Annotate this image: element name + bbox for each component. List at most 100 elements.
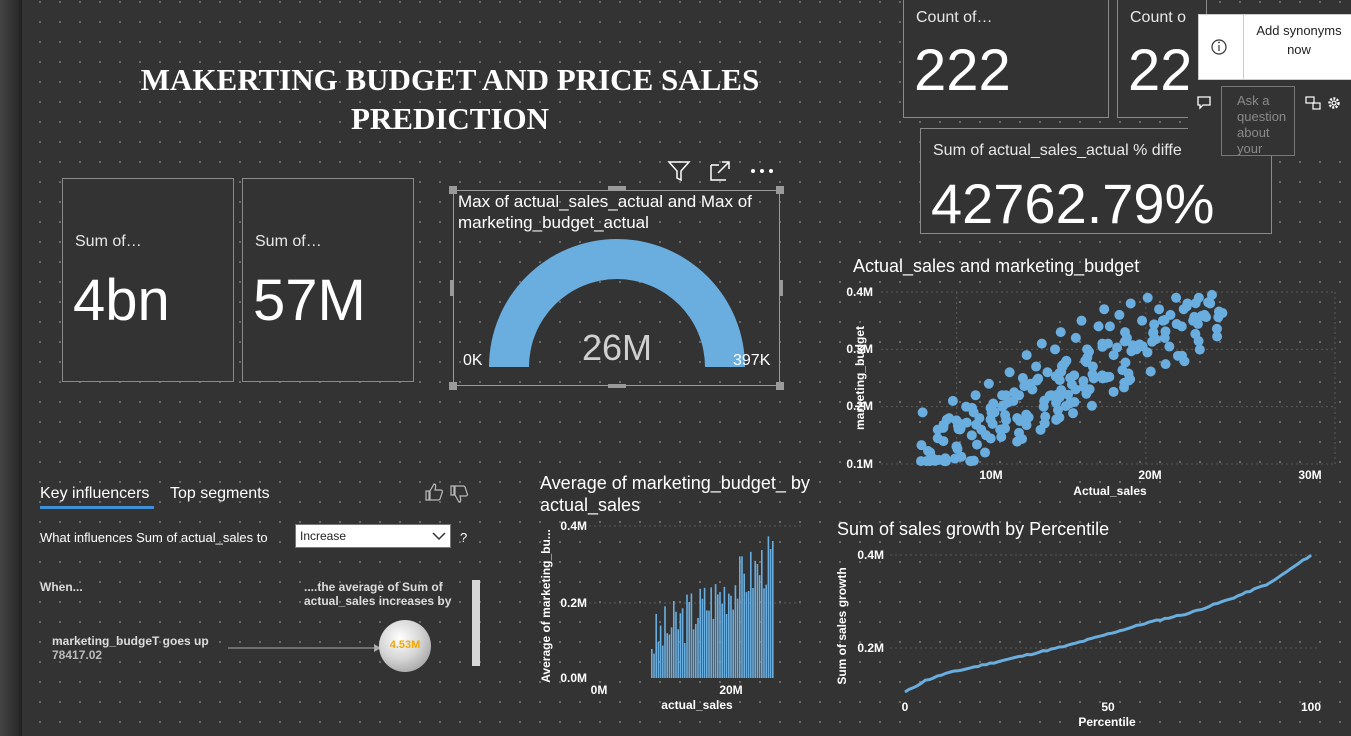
- bar[interactable]: [761, 550, 763, 678]
- resize-handle[interactable]: [776, 382, 784, 390]
- scatter-point[interactable]: [1154, 304, 1165, 315]
- bar[interactable]: [675, 611, 677, 678]
- bar[interactable]: [677, 629, 679, 678]
- scatter-point[interactable]: [1009, 387, 1020, 398]
- scatter-point[interactable]: [1192, 318, 1203, 329]
- scatter-point[interactable]: [1125, 298, 1136, 309]
- bar[interactable]: [710, 587, 712, 678]
- scatter-point[interactable]: [1142, 292, 1153, 303]
- scatter-point[interactable]: [1114, 309, 1125, 320]
- bar[interactable]: [754, 560, 756, 678]
- scatter-point[interactable]: [971, 439, 982, 450]
- scatter-point[interactable]: [1000, 423, 1011, 434]
- resize-handle[interactable]: [779, 280, 783, 296]
- scatter-point[interactable]: [1108, 386, 1119, 397]
- bar[interactable]: [699, 588, 701, 678]
- scatter-point[interactable]: [1194, 344, 1205, 355]
- bar[interactable]: [743, 573, 745, 678]
- scatter-point[interactable]: [932, 433, 943, 444]
- more-options-icon[interactable]: [748, 159, 776, 183]
- scatter-point[interactable]: [947, 395, 958, 406]
- bar[interactable]: [684, 643, 686, 678]
- scatter-point[interactable]: [965, 456, 976, 467]
- scatter-point[interactable]: [1179, 356, 1190, 367]
- scatter-point[interactable]: [1171, 292, 1182, 303]
- scatter-point[interactable]: [1004, 367, 1015, 378]
- scatter-point[interactable]: [1099, 304, 1110, 315]
- scatter-point[interactable]: [1097, 341, 1108, 352]
- bar[interactable]: [717, 594, 719, 678]
- bar[interactable]: [750, 551, 752, 678]
- bar[interactable]: [756, 564, 759, 678]
- influencer-name[interactable]: marketing_budgeT goes up: [52, 634, 209, 648]
- bar[interactable]: [653, 653, 655, 678]
- scatter-point[interactable]: [1087, 369, 1098, 380]
- scatter-point[interactable]: [997, 390, 1008, 401]
- bar[interactable]: [655, 613, 657, 678]
- scatter-point[interactable]: [1065, 398, 1076, 409]
- bar[interactable]: [708, 610, 710, 678]
- scatter-point[interactable]: [917, 407, 928, 418]
- scatter-point[interactable]: [1112, 342, 1123, 353]
- scatter-point[interactable]: [1119, 336, 1130, 347]
- scatter-point[interactable]: [1125, 374, 1136, 385]
- scatter-point[interactable]: [1171, 319, 1182, 330]
- scatter-point[interactable]: [998, 400, 1009, 411]
- scatter-point[interactable]: [954, 424, 965, 435]
- thumbs-up-icon[interactable]: [424, 482, 446, 502]
- filter-icon[interactable]: [667, 159, 693, 183]
- scatter-point[interactable]: [967, 402, 978, 413]
- scatter-point[interactable]: [1160, 326, 1171, 337]
- ask-question-input[interactable]: Ask a question about your: [1221, 86, 1295, 156]
- gear-icon[interactable]: [1325, 94, 1343, 112]
- bar[interactable]: [739, 556, 741, 678]
- bar[interactable]: [686, 594, 688, 678]
- comment-icon[interactable]: [1196, 94, 1214, 112]
- bar[interactable]: [736, 598, 739, 678]
- scatter-point[interactable]: [971, 419, 982, 430]
- bar[interactable]: [725, 614, 728, 678]
- scatter-point[interactable]: [985, 414, 996, 425]
- bar-chart[interactable]: 0.4M 0.2M 0.0M 0M 20M actual_sales Avera…: [533, 516, 813, 716]
- scatter-point[interactable]: [1070, 384, 1081, 395]
- scatter-point[interactable]: [1142, 347, 1153, 358]
- bar[interactable]: [695, 623, 697, 678]
- tab-key-influencers[interactable]: Key influencers: [40, 485, 150, 502]
- scrollbar[interactable]: [472, 580, 480, 666]
- bar[interactable]: [769, 549, 772, 678]
- scatter-point[interactable]: [1014, 427, 1025, 438]
- qa-settings-icon[interactable]: [1304, 94, 1322, 112]
- scatter-point[interactable]: [1160, 359, 1171, 370]
- scatter-point[interactable]: [937, 422, 948, 433]
- scatter-point[interactable]: [966, 430, 977, 441]
- bar[interactable]: [697, 617, 699, 678]
- scatter-point[interactable]: [1120, 357, 1131, 368]
- scatter-point[interactable]: [924, 456, 935, 467]
- bar[interactable]: [730, 595, 732, 678]
- bar[interactable]: [668, 634, 671, 678]
- scatter-point[interactable]: [1056, 385, 1067, 396]
- bar[interactable]: [745, 592, 748, 678]
- resize-handle[interactable]: [450, 280, 454, 296]
- bar[interactable]: [772, 541, 774, 678]
- scatter-point[interactable]: [1070, 332, 1081, 343]
- bar[interactable]: [712, 618, 715, 678]
- resize-handle[interactable]: [608, 384, 626, 388]
- scatter-point[interactable]: [1149, 319, 1160, 330]
- resize-handle[interactable]: [776, 186, 784, 194]
- card-sum-2[interactable]: Sum of… 57M: [242, 178, 414, 382]
- scatter-point[interactable]: [985, 433, 996, 444]
- scatter-point[interactable]: [1031, 375, 1042, 386]
- scatter-point[interactable]: [1083, 346, 1094, 357]
- scatter-point[interactable]: [1050, 344, 1061, 355]
- scatter-point[interactable]: [1000, 410, 1011, 421]
- scatter-point[interactable]: [1039, 395, 1050, 406]
- scatter-point[interactable]: [1203, 297, 1214, 308]
- scatter-point[interactable]: [1031, 361, 1042, 372]
- bar[interactable]: [701, 598, 704, 678]
- bar[interactable]: [732, 609, 734, 678]
- scatter-point[interactable]: [1017, 415, 1028, 426]
- scatter-point[interactable]: [1147, 336, 1158, 347]
- scatter-chart[interactable]: 0.4M 0.3M 0.2M 0.1M 10M 20M 30M Actual_s…: [845, 278, 1345, 503]
- scatter-point[interactable]: [951, 415, 962, 426]
